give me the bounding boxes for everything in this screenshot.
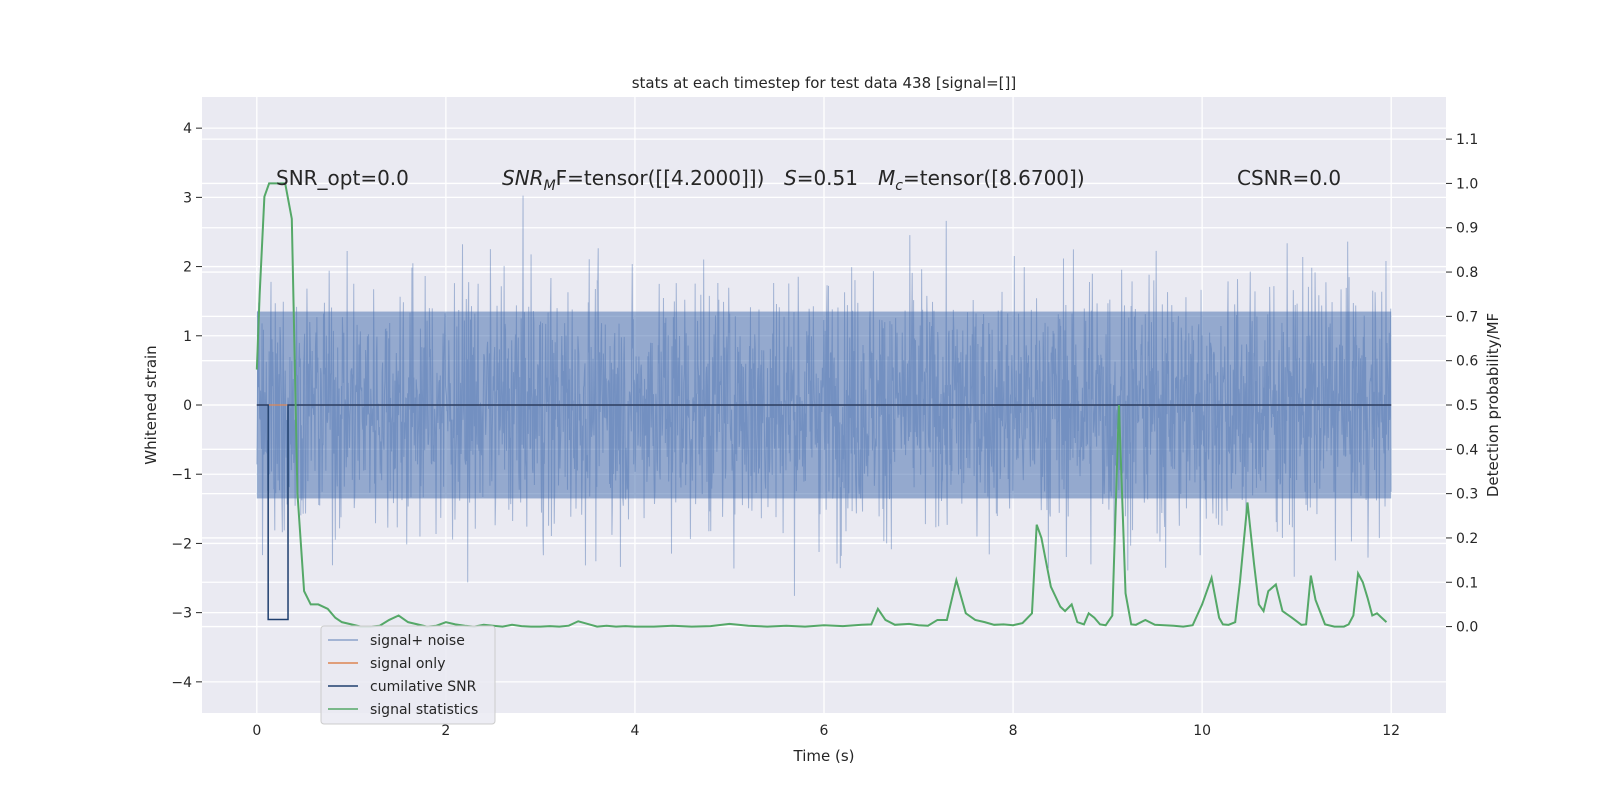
y2-tick-label: 1.0 <box>1456 176 1478 192</box>
annotation-s: S=0.51 <box>784 166 858 190</box>
y2-tick-label: 0.9 <box>1456 221 1478 237</box>
y-tick-label: −4 <box>171 675 192 691</box>
x-axis-label: Time (s) <box>793 747 855 765</box>
y2-tick-label: 0.5 <box>1456 398 1478 414</box>
annotation-mc-var: M <box>878 166 895 190</box>
y2-tick-label: 1.1 <box>1456 132 1478 148</box>
x-tick-label: 0 <box>252 723 261 739</box>
y2-tick-label: 0.6 <box>1456 354 1478 370</box>
legend-box <box>320 625 496 725</box>
legend-label-cumulative-snr: cumilative SNR <box>370 679 477 695</box>
annotation-snr-mf-val: F=tensor([[4.2000]]) <box>556 166 765 190</box>
annotation-mc-sub: c <box>895 178 903 194</box>
y-tick-label: −3 <box>171 606 192 622</box>
annotation-snr-mf: SNRMF=tensor([[4.2000]]) <box>502 166 764 194</box>
annotation-snr-mf-var: SNR <box>502 166 544 190</box>
y2-tick-label: 0.0 <box>1456 620 1478 636</box>
x-tick-label: 8 <box>1009 723 1018 739</box>
y2-tick-label: 0.4 <box>1456 442 1478 458</box>
legend-label-signal-noise: signal+ noise <box>370 633 465 649</box>
y2-tick-label: 0.7 <box>1456 309 1478 325</box>
y2-tick-label: 0.1 <box>1456 575 1478 591</box>
series-signal-statistics <box>255 182 1388 628</box>
chart-title: stats at each timestep for test data 438… <box>632 74 1017 92</box>
legend: signal+ noise signal only cumilative SNR… <box>320 625 496 725</box>
y-axis-label: Whitened strain <box>142 345 160 464</box>
x-tick-label: 10 <box>1193 723 1211 739</box>
y2-tick-label: 0.2 <box>1456 531 1478 547</box>
y-tick-label: −1 <box>171 467 192 483</box>
y-tick-label: 2 <box>183 260 192 276</box>
legend-label-signal-statistics: signal statistics <box>370 702 478 718</box>
annotation-mc: Mc=tensor([8.6700]) <box>878 166 1085 194</box>
x-tick-label: 12 <box>1382 723 1400 739</box>
y-tick-label: 0 <box>183 398 192 414</box>
x-tick-label: 6 <box>820 723 829 739</box>
annotation-s-var: S <box>784 166 797 190</box>
series-cumulative-snr <box>256 404 1392 621</box>
x-axis-ticks: 0 2 4 6 8 10 12 <box>252 723 1400 739</box>
y-tick-label: 3 <box>183 190 192 206</box>
y2-axis-ticks: 0.0 0.1 0.2 0.3 0.4 0.5 0.6 0.7 0.8 0.9 1.0 1.1 <box>1446 132 1478 636</box>
y-tick-label: 1 <box>183 329 192 345</box>
x-tick-label: 4 <box>630 723 639 739</box>
y2-tick-label: 0.3 <box>1456 487 1478 503</box>
x-tick-label: 2 <box>441 723 450 739</box>
y2-axis-label: Detection probability/MF <box>1484 313 1502 497</box>
y-tick-label: −2 <box>171 536 192 552</box>
annotation-mc-val: =tensor([8.6700]) <box>903 166 1085 190</box>
annotation-snr-mf-sub: M <box>544 178 556 194</box>
annotation-snr-opt: SNR_opt=0.0 <box>276 166 409 190</box>
legend-label-signal-only: signal only <box>370 656 445 672</box>
y-tick-label: 4 <box>183 121 192 137</box>
y2-tick-label: 0.8 <box>1456 265 1478 281</box>
y-axis-ticks: −4 −3 −2 −1 0 1 2 3 4 <box>171 121 202 691</box>
annotation-csnr: CSNR=0.0 <box>1237 166 1341 190</box>
annotation-s-val: =0.51 <box>797 166 858 190</box>
